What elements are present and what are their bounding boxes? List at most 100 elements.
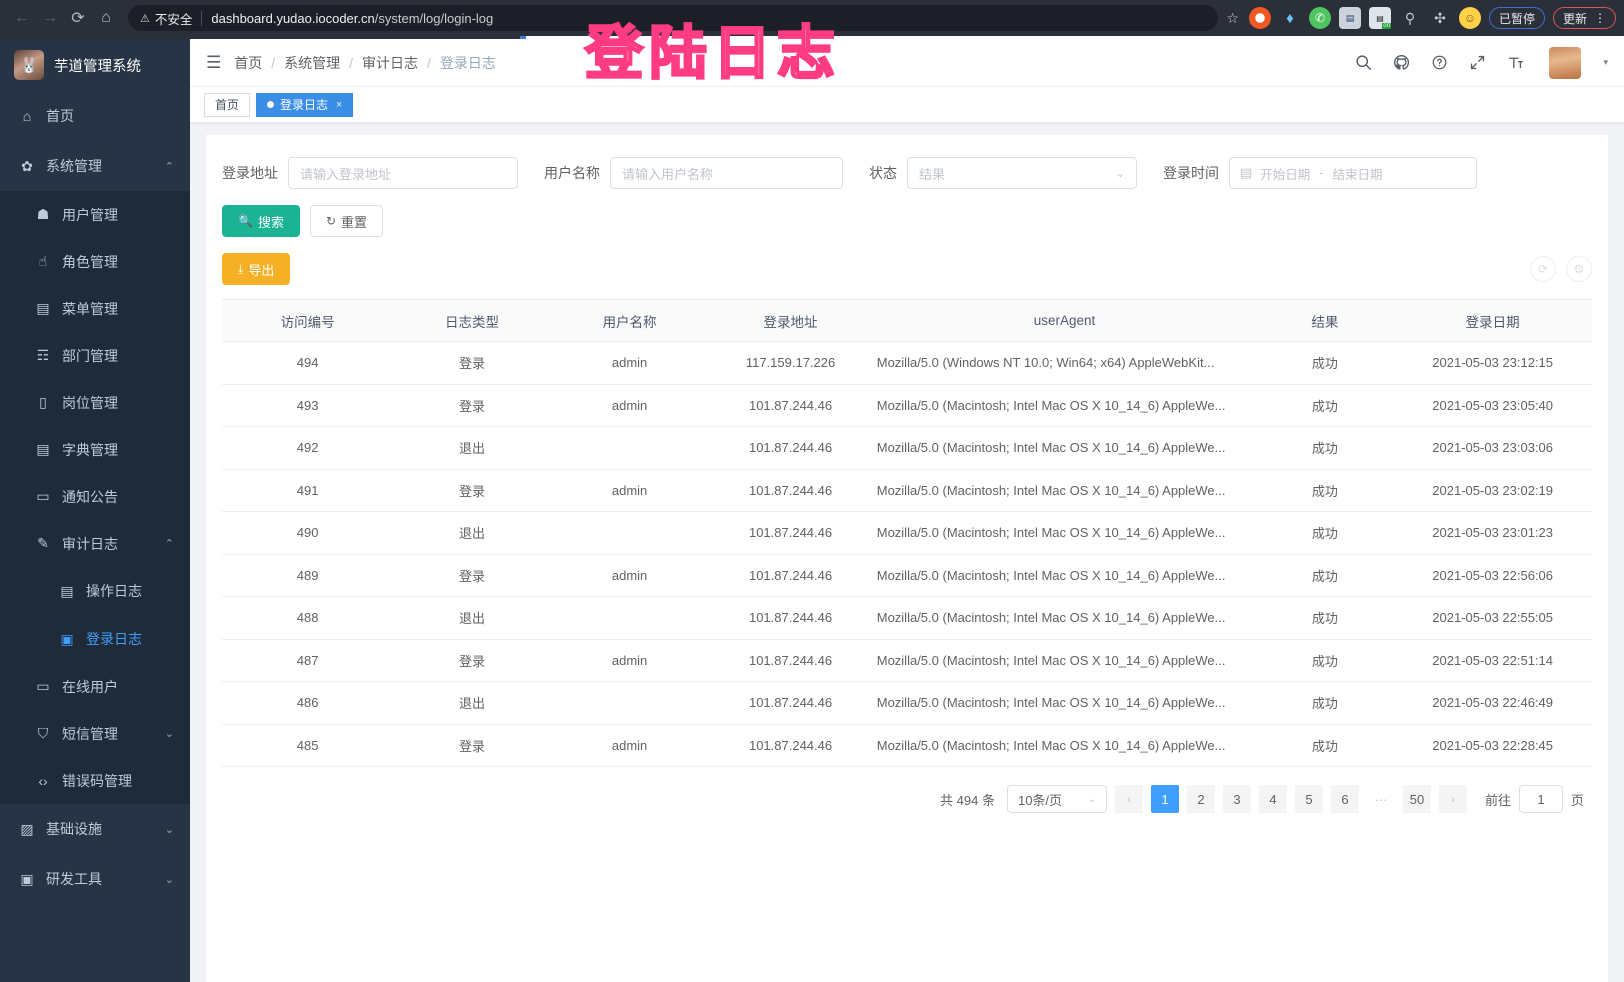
page-jump-input[interactable]: 1 <box>1518 785 1563 813</box>
browser-home-button[interactable]: ⌂ <box>101 9 111 26</box>
font-size-icon[interactable] <box>1505 53 1525 73</box>
sidebar-item-dictionary[interactable]: ▤ 字典管理 <box>0 426 190 473</box>
tab-1[interactable]: 登录日志 × <box>256 92 354 117</box>
prev-page-button[interactable]: ‹ <box>1114 785 1143 813</box>
avatar[interactable] <box>1549 46 1582 79</box>
tab-0[interactable]: 首页 <box>204 92 251 117</box>
column-settings-icon[interactable]: ⚙ <box>1566 256 1592 282</box>
search-button[interactable]: 🔍 搜索 <box>222 205 300 237</box>
table-row[interactable]: 489 登录 admin 101.87.244.46 Mozilla/5.0 (Maci… <box>222 554 1592 597</box>
paused-chip[interactable]: 已暂停 <box>1488 7 1545 29</box>
search-icon[interactable] <box>1353 53 1373 73</box>
puzzle-extension-icon[interactable]: ✣ <box>1434 9 1446 26</box>
wechat-icon[interactable]: ✆ <box>1308 7 1331 29</box>
sidebar-item-audit-log[interactable]: ✎ 审计日志 ⌃ <box>0 520 190 567</box>
page-ellipsis[interactable]: ··· <box>1374 791 1388 807</box>
sidebar-item-gear[interactable]: ✿ 系统管理 ⌃ <box>0 141 190 191</box>
diamond-icon[interactable]: ♦ <box>1286 9 1294 27</box>
login-time-daterange[interactable]: ▤ 开始日期 - 结束日期 <box>1229 157 1477 189</box>
chevron-down-icon[interactable]: ⌄ <box>164 873 174 886</box>
sidebar-item-post[interactable]: ▯ 岗位管理 <box>0 379 190 426</box>
bookmark-star-icon[interactable]: ☆ <box>1226 9 1239 26</box>
table-row[interactable]: 487 登录 admin 101.87.244.46 Mozilla/5.0 (Maci… <box>222 639 1592 682</box>
export-button[interactable]: ⤓ 导出 <box>222 253 291 285</box>
chevron-down-icon[interactable]: ▾ <box>1603 57 1608 67</box>
end-date-input[interactable]: 结束日期 <box>1332 167 1383 182</box>
page-button-2[interactable]: 2 <box>1186 785 1215 813</box>
table-row[interactable]: 488 退出 101.87.244.46 Mozilla/5.0 (Macintosh… <box>222 596 1592 640</box>
sidebar-item-sms[interactable]: ⛉ 短信管理 ⌄ <box>0 710 190 757</box>
next-page-button[interactable]: › <box>1438 785 1467 813</box>
brand-logo-area[interactable]: 🐰 芋道管理系统 <box>0 39 190 91</box>
table-row[interactable]: 486 退出 101.87.244.46 Mozilla/5.0 (Macintosh… <box>222 681 1592 725</box>
table-col-header-4[interactable]: userAgent <box>872 299 1257 342</box>
github-icon[interactable] <box>1391 53 1411 73</box>
table-row[interactable]: 490 退出 101.87.244.46 Mozilla/5.0 (Macintosh… <box>222 511 1592 555</box>
sidebar-item-label: 基础设施 <box>46 821 102 837</box>
sidebar-item-role[interactable]: ☝ 角色管理 <box>0 238 190 285</box>
sidebar-item-user[interactable]: ☗ 用户管理 <box>0 191 190 238</box>
start-date-input[interactable]: 开始日期 <box>1260 167 1311 182</box>
translate-on-icon[interactable]: ▤ on <box>1368 7 1391 29</box>
chevron-down-icon[interactable]: ⌄ <box>164 823 174 836</box>
address-bar[interactable]: ⚠ 不安全 dashboard.yudao.iocoder.cn/system/… <box>128 5 1219 31</box>
browser-back-button[interactable]: ← <box>14 9 30 26</box>
smiley-icon[interactable]: ☺ <box>1458 7 1481 29</box>
login-address-input[interactable]: 请输入登录地址 <box>288 157 518 189</box>
refresh-table-icon[interactable]: ⟳ <box>1530 256 1556 282</box>
sidebar-item-online-users[interactable]: ▭ 在线用户 <box>0 663 190 710</box>
table-col-header-0[interactable]: 访问编号 <box>222 299 394 342</box>
page-button-4[interactable]: 4 <box>1258 785 1287 813</box>
browser-reload-button[interactable]: ⟳ <box>71 10 85 27</box>
opera-icon[interactable] <box>1248 7 1271 29</box>
username-input[interactable]: 请输入用户名称 <box>610 157 843 189</box>
sidebar-item-infrastructure[interactable]: ▨ 基础设施 ⌄ <box>0 804 190 854</box>
sidebar-item-operation-log[interactable]: ▤ 操作日志 <box>0 567 190 615</box>
sidebar-item-menu[interactable]: ▤ 菜单管理 <box>0 285 190 332</box>
table-col-header-2[interactable]: 用户名称 <box>550 299 709 342</box>
table-col-header-6[interactable]: 登录日期 <box>1393 299 1592 342</box>
label-status: 状态 <box>869 165 897 181</box>
page-jump-prefix: 前往 <box>1484 792 1511 808</box>
sidebar-item-login-log[interactable]: ▣ 登录日志 <box>0 615 190 663</box>
table-col-header-3[interactable]: 登录地址 <box>708 299 873 342</box>
chevron-up-icon[interactable]: ⌃ <box>164 538 174 550</box>
fullscreen-icon[interactable] <box>1467 53 1487 73</box>
status-select[interactable]: 结果 ⌄ <box>907 157 1137 189</box>
sidebar-item-error-code[interactable]: ‹› 错误码管理 <box>0 757 190 804</box>
help-icon[interactable] <box>1429 53 1449 73</box>
browser-forward-button[interactable]: → <box>42 9 58 26</box>
update-chip[interactable]: 更新 ⋮ <box>1552 7 1616 29</box>
pin-icon[interactable]: ⚲ <box>1404 9 1416 26</box>
table-row[interactable]: 493 登录 admin 101.87.244.46 Mozilla/5.0 (Maci… <box>222 384 1592 427</box>
sidebar-item-home[interactable]: ⌂ 首页 <box>0 91 190 141</box>
hamburger-icon[interactable]: ☰ <box>206 52 221 72</box>
page-button-5[interactable]: 5 <box>1294 785 1323 813</box>
table-head: 访问编号 日志类型 用户名称 登录地址 userAgent 结果 登录日期 <box>222 299 1592 342</box>
sidebar-item-dev-tools[interactable]: ▣ 研发工具 ⌄ <box>0 854 190 904</box>
table-row[interactable]: 494 登录 admin 117.159.17.226 Mozilla/5.0 (Win… <box>222 341 1592 385</box>
table-row[interactable]: 491 登录 admin 101.87.244.46 Mozilla/5.0 (Maci… <box>222 469 1592 512</box>
cell-ip: 101.87.244.46 <box>708 384 873 427</box>
table-col-header-5[interactable]: 结果 <box>1256 299 1394 342</box>
page-button-6[interactable]: 6 <box>1330 785 1359 813</box>
page-button-last[interactable]: 50 <box>1402 785 1431 813</box>
breadcrumb-item-0[interactable]: 首页 <box>234 54 263 71</box>
sidebar-item-notice[interactable]: ▭ 通知公告 <box>0 473 190 520</box>
page-button-3[interactable]: 3 <box>1222 785 1251 813</box>
sidebar-item-department[interactable]: ☶ 部门管理 <box>0 332 190 379</box>
table-row[interactable]: 485 登录 admin 101.87.244.46 Mozilla/5.0 (Maci… <box>222 724 1592 767</box>
update-kebab-icon[interactable]: ⋮ <box>1594 11 1606 25</box>
page-button-1[interactable]: 1 <box>1150 785 1179 813</box>
chevron-up-icon[interactable]: ⌃ <box>164 160 174 173</box>
table-col-header-1[interactable]: 日志类型 <box>393 299 551 342</box>
page-size-select[interactable]: 10条/页 ⌄ <box>1006 785 1107 813</box>
breadcrumb-item-2[interactable]: 审计日志 <box>362 54 419 71</box>
table-row[interactable]: 492 退出 101.87.244.46 Mozilla/5.0 (Macintosh… <box>222 426 1592 470</box>
reset-button[interactable]: ↻ 重置 <box>309 205 384 237</box>
breadcrumb-item-1[interactable]: 系统管理 <box>284 54 341 71</box>
not-secure-label: 不安全 <box>154 12 193 27</box>
close-icon[interactable]: × <box>336 98 343 111</box>
chevron-down-icon[interactable]: ⌄ <box>164 728 174 740</box>
notes-icon[interactable]: ▤ <box>1338 7 1361 29</box>
